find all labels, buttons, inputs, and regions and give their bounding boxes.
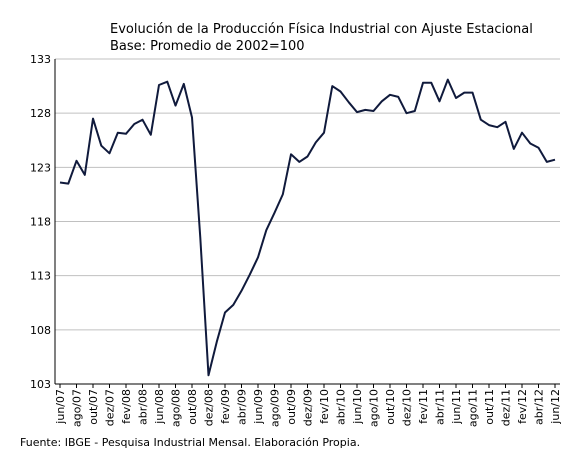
x-tick-label: ago/07 xyxy=(71,389,84,427)
x-tick-label: dez/10 xyxy=(401,389,414,426)
x-tick-label: jun/11 xyxy=(450,389,463,425)
x-tick-label: abr/08 xyxy=(137,389,150,425)
x-tick-label: out/08 xyxy=(186,389,199,425)
y-tick-label: 113 xyxy=(30,270,51,283)
series-line xyxy=(59,78,556,377)
x-tick-label: ago/11 xyxy=(467,389,480,427)
x-tick-label: abr/11 xyxy=(434,389,447,425)
x-tick-label: jun/09 xyxy=(252,389,265,425)
x-tick-label: abr/10 xyxy=(335,389,348,425)
x-tick-label: jun/07 xyxy=(54,389,67,425)
x-tick-label: ago/09 xyxy=(269,389,282,427)
x-tick-label: dez/11 xyxy=(500,389,513,426)
x-tick-label: jun/10 xyxy=(351,389,364,425)
x-tick-label: dez/08 xyxy=(203,389,216,426)
x-tick-label: out/11 xyxy=(483,389,496,425)
x-tick-label: out/09 xyxy=(285,389,298,425)
axes xyxy=(54,59,560,388)
x-tick-label: jun/08 xyxy=(153,389,166,425)
y-tick-label: 123 xyxy=(30,161,51,174)
x-tick-label: fev/09 xyxy=(219,389,232,424)
x-tick-label: abr/12 xyxy=(533,389,546,425)
x-axis-tick-labels: jun/07 ago/07 out/07 dez/07 fev/08 abr/08 jun/… xyxy=(54,389,562,427)
x-tick-label: jun/12 xyxy=(549,389,562,425)
y-tick-label: 118 xyxy=(30,216,51,229)
y-tick-label: 103 xyxy=(30,378,51,391)
x-tick-label: dez/07 xyxy=(104,389,117,426)
x-tick-label: dez/09 xyxy=(302,389,315,426)
gridlines xyxy=(55,58,560,385)
x-tick-label: ago/10 xyxy=(368,389,381,427)
x-tick-label: fev/10 xyxy=(318,389,331,424)
y-tick-label: 133 xyxy=(30,53,51,66)
chart-title: Evolución de la Producción Física Indust… xyxy=(110,22,533,37)
x-tick-label: out/07 xyxy=(87,389,100,425)
x-tick-label: abr/09 xyxy=(236,389,249,425)
y-tick-label: 108 xyxy=(30,324,51,337)
x-tick-label: fev/11 xyxy=(417,389,430,424)
x-tick-label: out/10 xyxy=(384,389,397,425)
y-axis-tick-labels: 133 128 123 118 113 108 103 xyxy=(30,53,51,391)
series-layer xyxy=(59,78,556,377)
source-note: Fuente: IBGE - Pesquisa Industrial Mensa… xyxy=(20,436,360,449)
x-tick-label: ago/08 xyxy=(170,389,183,427)
y-tick-label: 128 xyxy=(30,107,51,120)
x-tick-label: fev/08 xyxy=(120,389,133,424)
chart-subtitle: Base: Promedio de 2002=100 xyxy=(110,39,305,54)
x-tick-label: fev/12 xyxy=(516,389,529,424)
